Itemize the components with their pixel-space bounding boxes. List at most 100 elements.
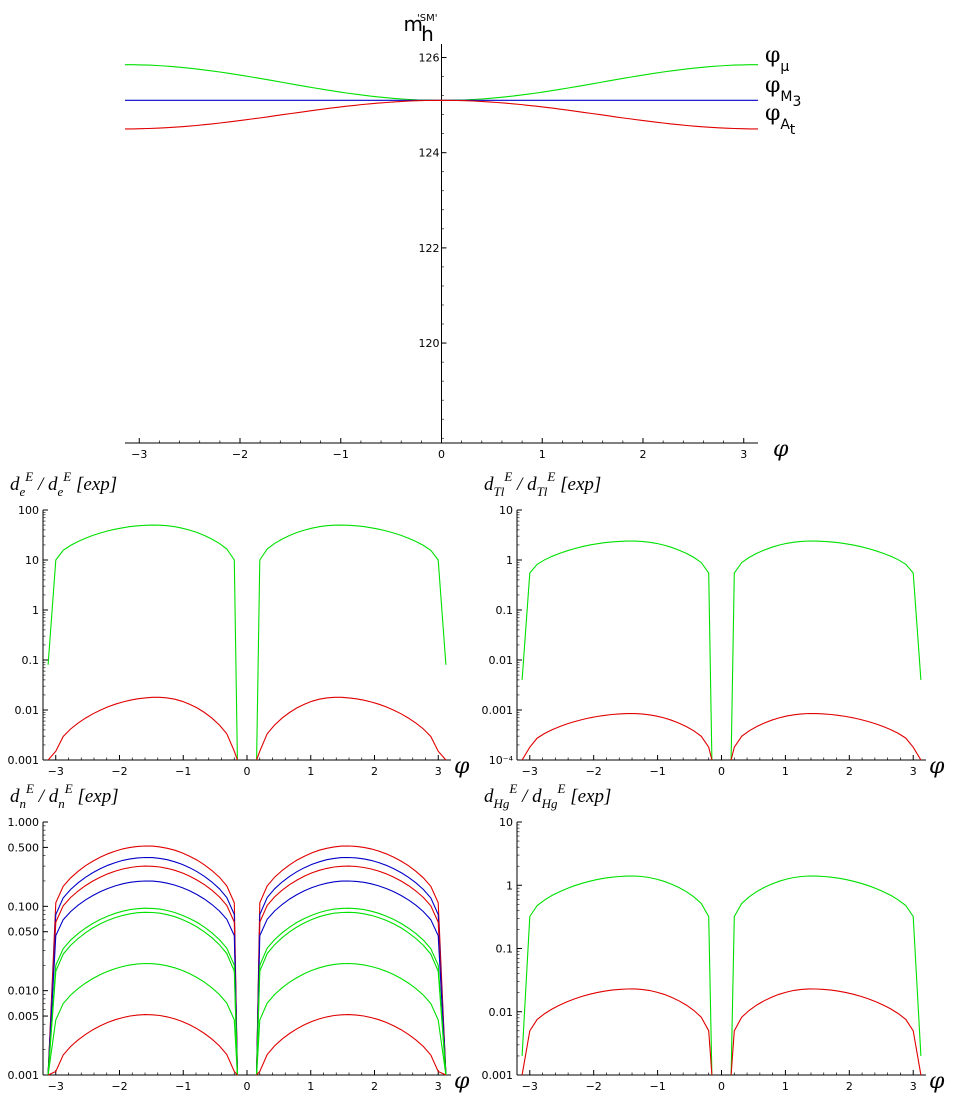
x-tick-label: 2 [639,448,646,461]
x-tick-label: −3 [48,765,64,778]
x-tick-label: 0 [244,765,251,778]
chart-panel-4: −3 −2 −1 0 1 2 3 0.001 0.01 0.1 1 10 φ dHgE / dHgE [e… [482,781,946,1094]
y-tick-label: 126 [419,52,440,65]
series-line [47,911,238,1076]
series-line [521,540,713,761]
chart-panel-2: −3 −2 −1 0 1 2 3 10⁻⁴ 0.001 0.01 0.1 1 10 φ dTlE / dTl… [482,469,946,779]
y-tick-label: 0.001 [8,754,40,767]
series-line [125,99,758,130]
legend-entry: φM3 [765,73,801,110]
series-line [730,875,922,1076]
series-line [730,712,922,761]
series-line [256,856,447,1076]
x-tick-label: 3 [435,1080,442,1093]
x-tick-label: −3 [48,1080,64,1093]
series-line [47,524,238,761]
y-tick-label: 0.010 [8,985,40,998]
series-line [256,696,447,761]
series-line [47,865,238,1076]
series-line [256,962,447,1076]
x-tick-label: 3 [740,448,747,461]
x-tick-label: −3 [131,448,147,461]
x-axis-label: φ [773,437,789,462]
x-tick-label: 2 [371,765,378,778]
series-line [256,907,447,1076]
x-tick-label: 3 [435,765,442,778]
y-tick-label: 124 [419,147,440,160]
legend-entry: φAt [765,101,796,138]
x-tick-label: 3 [910,765,917,778]
x-tick-label: −1 [175,765,191,778]
series-line [521,712,713,761]
y-tick-label: 0.1 [22,654,40,667]
series-line [256,880,447,1076]
x-tick-label: −1 [333,448,349,461]
series-line [47,907,238,1076]
x-axis-label: φ [929,1069,945,1094]
series-line [256,524,447,761]
y-axis-label: dHgE / dHgE [exp] [484,781,611,811]
y-tick-label: 0.01 [489,654,514,667]
x-tick-label: 1 [539,448,546,461]
y-tick-label: 0.1 [496,943,514,956]
y-tick-label: 120 [419,337,440,350]
x-tick-label: 0 [244,1080,251,1093]
series-line [256,845,447,1076]
series-line [47,880,238,1076]
x-tick-label: 1 [307,1080,314,1093]
y-tick-label: 10 [499,816,513,829]
y-tick-label: 0.01 [489,1006,514,1019]
y-tick-label: 100 [18,504,39,517]
y-tick-label: 1.000 [8,816,40,829]
y-tick-label: 122 [419,242,440,255]
x-tick-label: −3 [522,765,538,778]
x-tick-label: 1 [307,765,314,778]
series-line [730,988,922,1076]
series-line [47,962,238,1076]
series-line [47,1014,238,1076]
y-tick-label: 0.1 [496,604,514,617]
y-axis-label: deE / deE [exp] [10,469,117,499]
y-tick-label: 1 [506,879,513,892]
x-tick-label: −2 [232,448,248,461]
x-tick-label: 0 [718,1080,725,1093]
y-tick-label: 0.500 [8,841,40,854]
x-tick-label: 2 [371,1080,378,1093]
y-tick-label: 1 [32,604,39,617]
x-tick-label: −2 [586,1080,602,1093]
series-line [47,696,238,761]
x-tick-label: −2 [111,765,127,778]
y-tick-label: 10 [499,504,513,517]
y-tick-label: 0.001 [8,1069,40,1082]
x-tick-label: −1 [649,1080,665,1093]
x-tick-label: −2 [586,765,602,778]
series-line [47,845,238,1076]
y-tick-label: 0.001 [482,1069,514,1082]
x-axis-label: φ [454,754,470,779]
x-axis-label: φ [929,754,945,779]
series-line [521,875,713,1076]
x-axis-label: φ [454,1069,470,1094]
y-tick-label: 1 [506,554,513,567]
y-tick-label: 10⁻⁴ [489,754,514,767]
x-tick-label: −3 [522,1080,538,1093]
y-tick-label: 0.001 [482,704,514,717]
legend-entry: φμ [765,43,789,75]
chart-panel-1: −3 −2 −1 0 1 2 3 0.001 0.01 0.1 1 10 100 φ deE / deE [… [8,469,471,779]
series-line [256,865,447,1076]
chart-panel-3: −3 −2 −1 0 1 2 3 0.001 0.005 0.010 0.050 0.100 0.500… [8,781,471,1094]
x-tick-label: 0 [718,765,725,778]
x-tick-label: 3 [910,1080,917,1093]
y-tick-label: 0.050 [8,926,40,939]
x-tick-label: 1 [782,765,789,778]
series-line [256,1014,447,1076]
series-line [47,856,238,1076]
series-line [256,911,447,1076]
y-tick-label: 0.01 [15,704,40,717]
y-tick-label: 0.100 [8,900,40,913]
y-axis-label: dnE / dnE [exp] [10,781,119,811]
y-axis-label: m'SM' h [404,12,438,46]
x-tick-label: 2 [846,1080,853,1093]
